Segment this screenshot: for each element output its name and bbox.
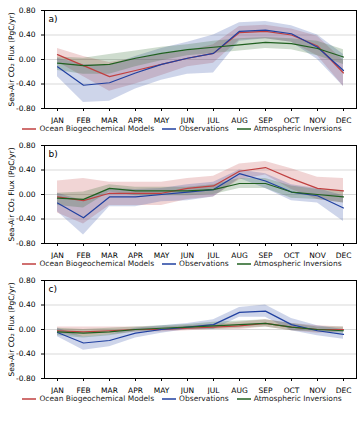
html-text:Atmospheric Inversions: Atmospheric Inversions [253,259,342,268]
svg-text:JAN: JAN [50,386,64,394]
svg-text:0.80: 0.80 [19,276,36,285]
svg-text:APR: APR [128,251,143,259]
svg-text:OCT: OCT [284,116,300,124]
svg-text:OCT: OCT [284,386,300,394]
svg-text:JUN: JUN [180,251,194,259]
html-text:Ocean Biogeochemical Models: Ocean Biogeochemical Models [39,124,155,133]
svg-text:FEB: FEB [76,251,90,259]
svg-text:NOV: NOV [309,116,326,124]
svg-text:MAR: MAR [101,251,118,259]
svg-text:FEB: FEB [76,386,90,394]
svg-text:0.40: 0.40 [19,300,36,309]
svg-text:JUN: JUN [180,116,194,124]
svg-text:-0.80: -0.80 [16,239,36,248]
svg-text:Sea-Air CO₂ Flux (PgC/yr): Sea-Air CO₂ Flux (PgC/yr) [7,12,16,106]
svg-text:MAR: MAR [101,386,118,394]
svg-text:b): b) [49,149,58,159]
svg-text:JAN: JAN [50,116,64,124]
svg-text:DEC: DEC [336,116,352,124]
svg-text:AUG: AUG [231,251,248,259]
svg-text:OCT: OCT [284,251,300,259]
svg-text:APR: APR [128,386,143,394]
svg-text:NOV: NOV [309,251,326,259]
svg-text:Sea-Air CO₂ Flux (PgC/yr): Sea-Air CO₂ Flux (PgC/yr) [7,147,16,241]
svg-text:-0.80: -0.80 [16,104,36,113]
svg-text:0.80: 0.80 [19,141,36,150]
svg-text:JUL: JUL [207,251,221,259]
svg-text:MAY: MAY [154,386,170,394]
svg-text:JUL: JUL [207,116,221,124]
svg-text:AUG: AUG [231,116,248,124]
svg-text:-0.80: -0.80 [16,374,36,383]
svg-text:NOV: NOV [309,386,326,394]
svg-text:0.80: 0.80 [19,6,36,15]
svg-text:JUL: JUL [207,386,221,394]
svg-text:0.00: 0.00 [19,55,36,64]
svg-text:AUG: AUG [231,386,248,394]
svg-text:MAY: MAY [154,116,170,124]
svg-text:0.00: 0.00 [19,325,36,334]
svg-text:a): a) [49,14,58,24]
svg-text:Sea-Air CO₂ Flux (PgC/yr): Sea-Air CO₂ Flux (PgC/yr) [7,282,16,376]
html-text:Observations: Observations [179,394,229,403]
html-text:Ocean Biogeochemical Models: Ocean Biogeochemical Models [39,394,155,403]
svg-text:DEC: DEC [336,386,352,394]
svg-text:0.40: 0.40 [19,30,36,39]
svg-text:JAN: JAN [50,251,64,259]
svg-text:-0.40: -0.40 [16,349,36,358]
svg-text:0.40: 0.40 [19,165,36,174]
svg-text:-0.40: -0.40 [16,79,36,88]
svg-text:c): c) [49,284,57,294]
svg-text:-0.40: -0.40 [16,214,36,223]
html-text:Atmospheric Inversions: Atmospheric Inversions [253,394,342,403]
svg-text:JUN: JUN [180,386,194,394]
svg-text:SEP: SEP [258,116,272,124]
svg-text:FEB: FEB [76,116,90,124]
html-text:Observations: Observations [179,259,229,268]
html-text:Atmospheric Inversions: Atmospheric Inversions [253,124,342,133]
html-text:Observations: Observations [179,124,229,133]
svg-text:MAY: MAY [154,251,170,259]
svg-text:APR: APR [128,116,143,124]
svg-text:DEC: DEC [336,251,352,259]
svg-text:MAR: MAR [101,116,118,124]
svg-text:0.00: 0.00 [19,190,36,199]
svg-text:SEP: SEP [258,251,272,259]
svg-text:SEP: SEP [258,386,272,394]
html-text:Ocean Biogeochemical Models: Ocean Biogeochemical Models [39,259,155,268]
